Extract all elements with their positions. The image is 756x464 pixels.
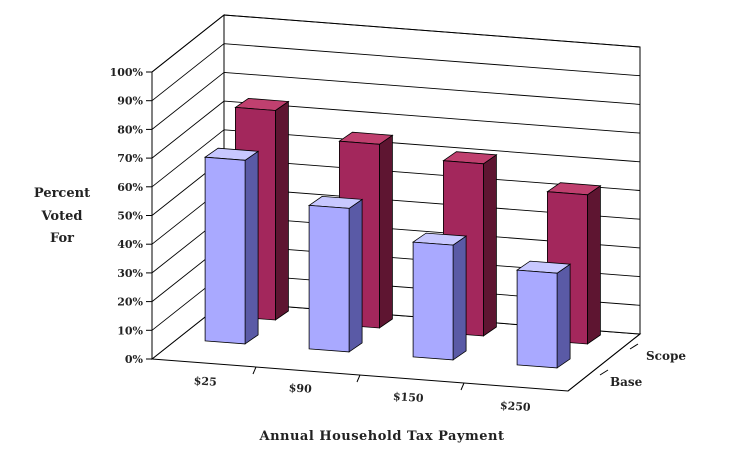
bars	[203, 97, 602, 369]
y-tick-label: 30%	[117, 267, 143, 280]
x-tick-label: $25	[193, 374, 217, 389]
y-axis-label-line-3: For	[50, 231, 74, 246]
x-tick-mark	[252, 366, 257, 375]
y-tick-label: 60%	[117, 181, 143, 194]
bar-base-3-front	[412, 241, 454, 361]
depth-axis	[567, 333, 641, 392]
depth-tick	[629, 343, 639, 350]
x-axis-categories: $25 $90 $150 $250	[193, 374, 531, 414]
y-tick-label: 90%	[117, 95, 143, 108]
x-tick-label: $150	[393, 390, 425, 405]
y-tick-label: 80%	[117, 123, 143, 136]
y-tick-label: 70%	[117, 152, 143, 165]
series-label-scope: Scope	[646, 349, 686, 363]
series-label-base: Base	[610, 375, 643, 389]
depth-tick	[599, 369, 609, 376]
bar-base-2-side	[348, 198, 363, 353]
y-tick-label: 40%	[117, 238, 143, 251]
y-tick-label: 20%	[117, 296, 143, 309]
x-axis-label: Annual Household Tax Payment	[258, 429, 504, 444]
bar-scope-4-side	[587, 185, 601, 345]
x-tick-mark	[356, 374, 361, 383]
y-axis-label-line-1: Percent	[34, 186, 90, 201]
y-tick-label: 100%	[110, 66, 144, 79]
y-axis-ticks: 0% 10% 20% 30% 40% 50% 60% 70% 80% 90% 100%	[110, 66, 152, 366]
y-tick-label: 0%	[125, 353, 144, 366]
bar-scope-3-side	[482, 154, 497, 337]
gridline	[151, 100, 641, 159]
bar-base-2	[307, 195, 364, 353]
x-tick-mark	[460, 382, 465, 391]
bar-base-2-front	[308, 204, 350, 353]
bar-scope-1-side	[274, 100, 289, 321]
y-tick-label: 50%	[117, 210, 143, 223]
gridline	[151, 71, 641, 130]
gridline	[151, 43, 641, 102]
bar-base-4-side	[556, 263, 571, 369]
bar-base-1-side	[244, 150, 259, 345]
x-tick-label: $250	[500, 399, 532, 414]
bar-base-3-side	[452, 235, 467, 361]
gridline	[151, 129, 641, 188]
bar-base-4-front	[516, 269, 558, 369]
bar-base-1-front	[204, 156, 246, 345]
bar-base-1	[203, 147, 260, 345]
bar-scope-2-side	[378, 134, 393, 329]
x-tick-label: $90	[288, 381, 312, 396]
bar-base-4	[515, 260, 572, 369]
gridline	[151, 14, 641, 73]
y-axis-label-line-2: Voted	[41, 209, 83, 224]
bar-base-3	[411, 232, 468, 361]
y-tick-label: 10%	[117, 324, 143, 337]
